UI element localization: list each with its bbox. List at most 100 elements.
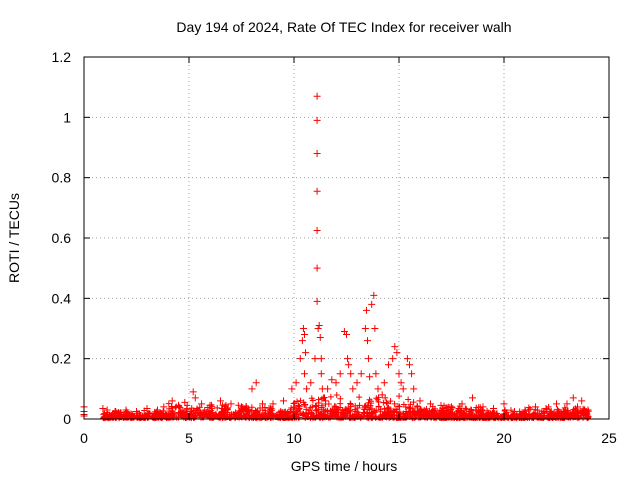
data-point bbox=[472, 406, 479, 413]
data-point bbox=[364, 337, 371, 345]
data-point bbox=[302, 349, 310, 357]
data-point bbox=[502, 406, 509, 413]
data-point bbox=[516, 414, 523, 421]
data-point bbox=[391, 343, 399, 351]
data-point bbox=[311, 355, 319, 363]
data-point bbox=[345, 404, 352, 411]
data-point bbox=[189, 388, 197, 396]
data-point bbox=[297, 397, 304, 404]
data-point bbox=[292, 379, 300, 387]
data-point bbox=[219, 410, 226, 417]
x-tick-label: 15 bbox=[391, 430, 407, 446]
data-point bbox=[584, 411, 591, 418]
data-points bbox=[80, 92, 592, 420]
data-point bbox=[299, 325, 307, 332]
data-point bbox=[332, 379, 340, 387]
data-point bbox=[178, 412, 185, 419]
x-tick-label: 0 bbox=[80, 430, 88, 446]
data-point bbox=[403, 355, 411, 363]
data-point bbox=[370, 291, 378, 299]
data-point bbox=[313, 187, 321, 195]
data-point bbox=[580, 405, 587, 412]
data-point bbox=[301, 370, 308, 378]
data-point bbox=[243, 403, 250, 410]
data-point bbox=[248, 385, 256, 393]
data-point bbox=[341, 413, 348, 420]
data-point bbox=[459, 414, 466, 421]
data-point bbox=[165, 400, 172, 407]
data-point bbox=[357, 370, 365, 378]
data-point bbox=[501, 414, 508, 421]
data-point bbox=[560, 410, 567, 417]
data-point bbox=[399, 385, 407, 393]
data-point bbox=[366, 373, 374, 381]
data-point bbox=[212, 411, 219, 418]
data-point bbox=[288, 385, 296, 393]
data-point bbox=[312, 403, 319, 410]
data-point bbox=[214, 404, 221, 411]
data-point bbox=[362, 306, 370, 314]
data-point bbox=[339, 407, 346, 414]
data-point bbox=[168, 397, 176, 405]
data-point bbox=[356, 402, 363, 409]
data-point bbox=[368, 410, 375, 417]
data-point bbox=[382, 394, 389, 401]
data-point bbox=[414, 403, 421, 410]
data-point bbox=[374, 385, 382, 393]
data-point bbox=[219, 402, 226, 409]
data-point bbox=[315, 396, 322, 403]
data-point bbox=[162, 410, 169, 417]
data-point bbox=[246, 408, 253, 415]
data-point bbox=[250, 412, 257, 419]
data-point bbox=[191, 394, 199, 402]
y-axis-label: ROTI / TECUs bbox=[6, 193, 22, 283]
data-point bbox=[396, 393, 403, 400]
data-point bbox=[337, 395, 344, 402]
data-point bbox=[309, 410, 316, 417]
axis-ticks bbox=[83, 56, 610, 420]
data-point bbox=[199, 409, 206, 416]
data-point bbox=[369, 414, 376, 421]
data-point bbox=[542, 404, 550, 412]
data-point bbox=[317, 355, 325, 363]
data-point bbox=[347, 401, 354, 408]
data-point bbox=[365, 355, 373, 363]
data-point bbox=[361, 325, 369, 332]
data-point bbox=[295, 402, 302, 409]
data-point bbox=[385, 406, 392, 413]
data-point bbox=[329, 407, 336, 414]
data-point bbox=[287, 406, 294, 413]
data-point bbox=[122, 406, 130, 414]
y-tick-label: 0 bbox=[63, 411, 71, 427]
data-point bbox=[183, 406, 190, 413]
data-point bbox=[196, 411, 203, 418]
data-point bbox=[437, 401, 445, 409]
data-point bbox=[344, 407, 351, 414]
data-point bbox=[580, 411, 587, 418]
data-point bbox=[365, 404, 372, 411]
data-point bbox=[574, 403, 581, 411]
data-point bbox=[256, 411, 263, 418]
data-point bbox=[351, 414, 358, 421]
data-point bbox=[324, 385, 332, 393]
data-point bbox=[136, 409, 143, 416]
data-point bbox=[333, 392, 340, 399]
data-point bbox=[332, 409, 339, 416]
data-point bbox=[157, 414, 164, 421]
data-point bbox=[322, 397, 329, 405]
data-point bbox=[259, 400, 266, 408]
data-point bbox=[425, 411, 432, 418]
y-tick-labels: 0 0.2 0.4 0.6 0.8 1 1.2 bbox=[52, 49, 72, 427]
data-point bbox=[302, 401, 309, 408]
data-point bbox=[380, 379, 388, 387]
data-point bbox=[469, 394, 476, 402]
data-point bbox=[150, 412, 157, 419]
data-point bbox=[285, 414, 292, 421]
data-point bbox=[411, 414, 418, 421]
data-point bbox=[410, 385, 418, 393]
data-point bbox=[343, 331, 350, 339]
data-point bbox=[316, 334, 324, 342]
data-point bbox=[101, 410, 108, 417]
data-point bbox=[463, 406, 470, 413]
